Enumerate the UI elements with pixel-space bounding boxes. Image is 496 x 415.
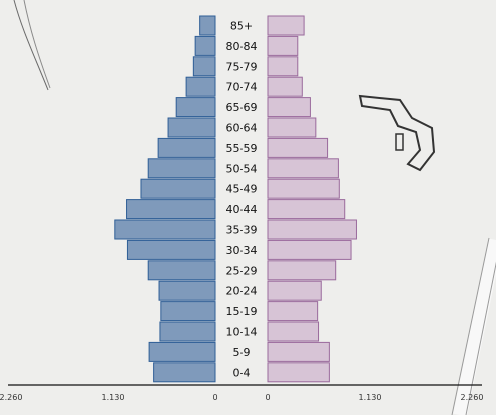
bar-left: [126, 199, 216, 220]
bar-left: [159, 321, 216, 342]
bar-left: [153, 362, 216, 383]
x-tick-label-right: 0: [265, 393, 270, 402]
bar-right: [267, 56, 299, 77]
age-group-label: 85+: [230, 20, 253, 33]
map-road: [465, 261, 496, 415]
age-group-label: 70-74: [226, 81, 258, 94]
bar-left: [147, 260, 216, 281]
bar-right: [267, 301, 319, 322]
bar-left: [167, 117, 216, 138]
bar-left: [199, 15, 216, 36]
bar-right: [267, 362, 330, 383]
x-axis-ticks: 2.260 1.130 0 0 1.130 2.260: [0, 393, 483, 402]
bar-left: [148, 341, 216, 362]
bar-left: [158, 280, 216, 301]
map-river: [13, 0, 49, 91]
bar-right: [267, 97, 311, 118]
age-group-label: 35-39: [226, 224, 258, 237]
bar-left: [147, 158, 216, 179]
bar-right: [267, 239, 352, 260]
map-road: [453, 238, 496, 415]
age-group-label: 80-84: [226, 40, 258, 53]
bar-left: [194, 35, 216, 56]
age-group-label: 45-49: [226, 183, 258, 196]
x-tick-label-right: 2.260: [461, 393, 484, 402]
bar-left: [126, 239, 216, 260]
age-group-label: 0-4: [233, 366, 251, 379]
map-building-outline: [358, 94, 436, 172]
age-labels: 85+ 80-84 75-79 70-74 65-69 60-64 55-59 50-54 45…: [226, 20, 258, 380]
bar-right: [267, 15, 305, 36]
age-group-label: 15-19: [226, 305, 258, 318]
map-river: [23, 0, 51, 89]
bar-left: [160, 301, 216, 322]
bar-left: [140, 178, 216, 199]
bar-right: [267, 321, 320, 342]
bar-right: [267, 219, 357, 240]
age-group-label: 5-9: [233, 346, 251, 359]
map-building-outline: [395, 133, 404, 151]
bar-right: [267, 199, 346, 220]
age-group-label: 25-29: [226, 264, 258, 277]
x-tick-label-left: 1.130: [102, 393, 125, 402]
x-tick-label-right: 1.130: [359, 393, 382, 402]
age-group-label: 50-54: [226, 162, 258, 175]
bar-right: [267, 260, 337, 281]
x-tick-label-left: 0: [212, 393, 217, 402]
bar-right: [267, 76, 303, 97]
age-group-label: 20-24: [226, 285, 258, 298]
age-group-label: 40-44: [226, 203, 258, 216]
age-group-label: 65-69: [226, 101, 258, 114]
age-group-label: 10-14: [226, 326, 258, 339]
bar-left: [114, 219, 216, 240]
bar-right: [267, 178, 340, 199]
bar-left: [185, 76, 216, 97]
bar-right: [267, 137, 329, 158]
bar-right: [267, 35, 299, 56]
bar-left: [175, 97, 216, 118]
bar-right: [267, 158, 339, 179]
bar-right: [267, 280, 322, 301]
right-bars: [267, 15, 357, 383]
bar-right: [267, 341, 330, 362]
left-bars: [114, 15, 216, 383]
bar-left: [192, 56, 216, 77]
x-tick-label-left: 2.260: [0, 393, 22, 402]
bar-left: [157, 137, 216, 158]
age-group-label: 60-64: [226, 122, 258, 135]
age-group-label: 75-79: [226, 60, 258, 73]
age-group-label: 30-34: [226, 244, 258, 257]
age-group-label: 55-59: [226, 142, 258, 155]
bar-right: [267, 117, 317, 138]
